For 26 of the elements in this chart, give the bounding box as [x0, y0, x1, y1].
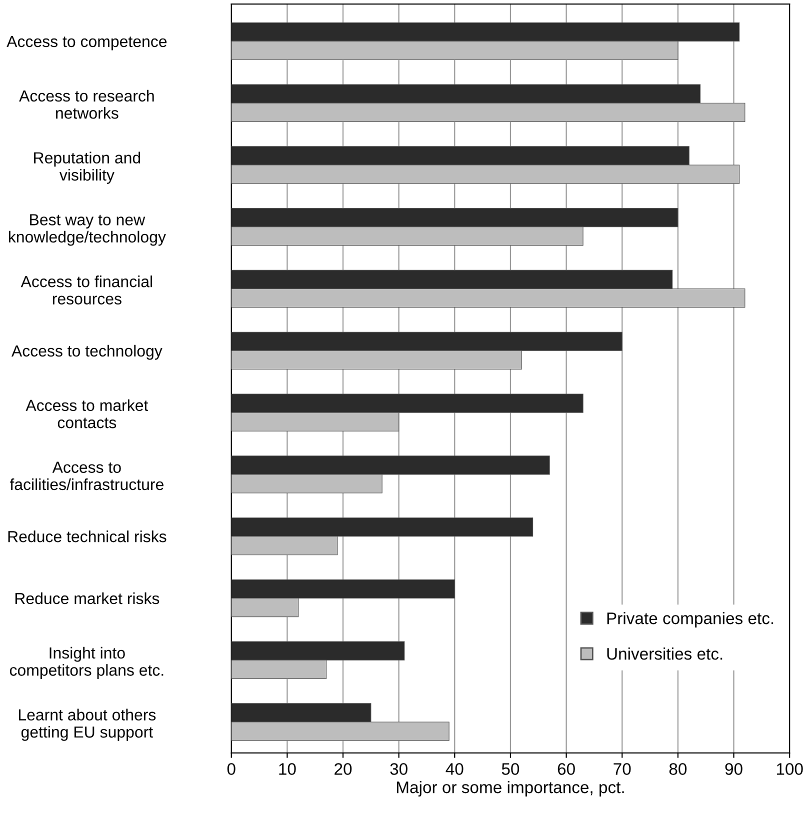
y-tick-label: Reduce technical risks: [8, 530, 166, 542]
x-tick-label: 80: [669, 763, 687, 775]
y-tick-label: Best way to new knowledge/technology: [8, 214, 166, 246]
x-tick-label: 10: [279, 763, 296, 775]
x-tick-label: 60: [558, 763, 575, 775]
legend-label: Private companies etc.: [607, 612, 774, 628]
x-tick-label: 30: [390, 763, 408, 775]
x-tick-label: 90: [725, 763, 742, 775]
y-tick-label: Access to research networks: [19, 90, 154, 119]
x-tick-label: 100: [776, 763, 803, 775]
x-tick-label: 20: [334, 763, 352, 775]
x-axis-title: Major or some importance, pct.: [397, 780, 624, 797]
y-tick-label: Access to facilities/infrastructure: [10, 462, 164, 490]
x-tick-label: 70: [614, 763, 631, 775]
x-tick-label: 50: [502, 763, 520, 775]
y-tick-label: Reduce market risks: [15, 592, 160, 604]
y-tick-label: Access to market contacts: [26, 399, 148, 428]
y-tick-label: Access to financial resources: [20, 276, 152, 304]
y-tick-label: Access to competence: [6, 36, 167, 50]
y-tick-label: Access to technology: [12, 344, 162, 360]
y-tick-label: Learnt about others getting EU support: [18, 708, 156, 741]
x-tick-label: 40: [446, 763, 464, 775]
y-tick-label: Reputation and visibility: [34, 152, 140, 184]
x-tick-label: 0: [227, 763, 236, 775]
legend-label: Universities etc.: [607, 648, 722, 660]
y-tick-label: Insight into competitors plans etc.: [10, 646, 164, 679]
